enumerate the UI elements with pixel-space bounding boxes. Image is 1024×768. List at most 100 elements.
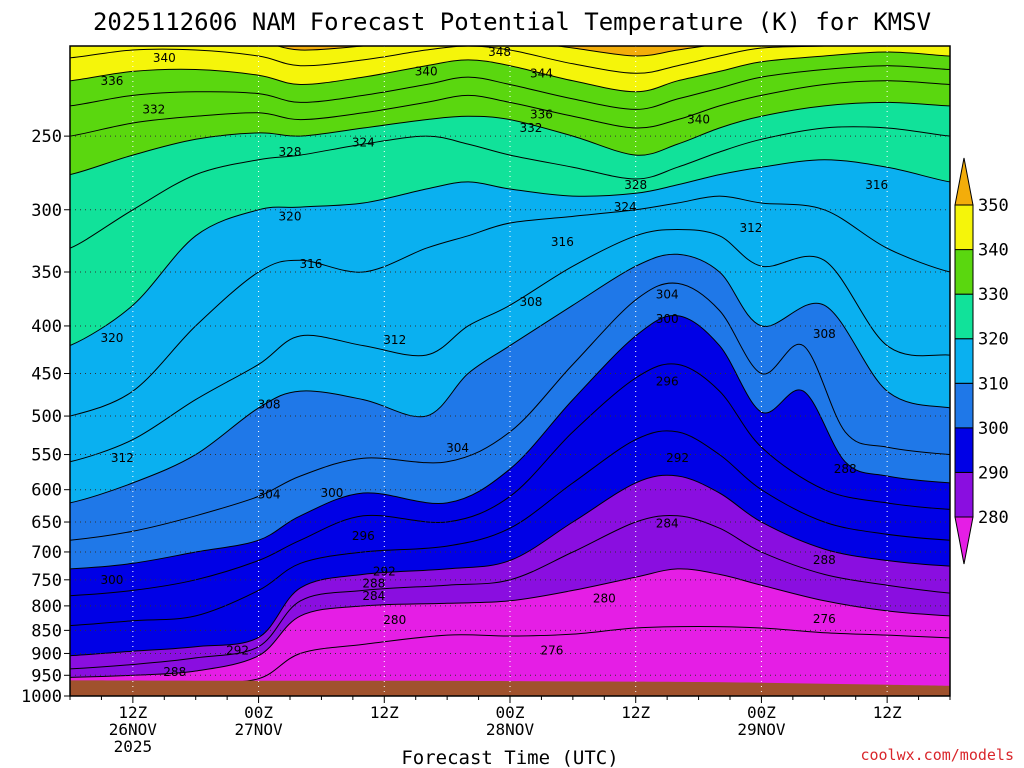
- contour-label: 296: [352, 529, 375, 543]
- contour-label: 304: [258, 487, 281, 501]
- contour-label: 308: [519, 295, 542, 309]
- isentrope-340: [70, 51, 950, 93]
- terrain-fill: [70, 680, 950, 696]
- x-tick-label: 12Z: [873, 703, 902, 722]
- colorbar-bin: [954, 471, 974, 518]
- isentrope-288: [70, 474, 950, 657]
- y-tick-label: 450: [31, 365, 62, 385]
- colorbar-label: 350: [978, 196, 1009, 216]
- contour-label: 320: [279, 209, 302, 223]
- contour-label: 324: [614, 200, 637, 214]
- contour-label: 344: [530, 66, 553, 80]
- isentrope-312: [70, 228, 950, 463]
- contour-label: 320: [100, 331, 123, 345]
- contour-label: 340: [153, 51, 176, 65]
- y-tick-label: 300: [31, 201, 62, 221]
- contour-label: 340: [687, 113, 710, 127]
- colorbar-label: 320: [978, 330, 1009, 350]
- x-axis: 12Z 26NOV 2025 00Z 27NOV 12Z 00Z 28NOV 12Z 00Z 29N…: [69, 696, 951, 756]
- contour-label: 292: [666, 451, 689, 465]
- isentrope-316: [70, 195, 950, 417]
- contour-label: 308: [813, 327, 836, 341]
- plot-area: 3403363323283243403483443363323403283243…: [70, 45, 950, 696]
- y-axis: 250 300 350 400 450 500 550 600 650 700 750 800 850 9…: [21, 127, 70, 707]
- contour-label: 312: [111, 451, 134, 465]
- x-tick-label: 12Z 26NOV 2025: [109, 703, 158, 756]
- isentrope-332: [70, 80, 950, 137]
- grid: [70, 46, 950, 696]
- source-credit: coolwx.com/models: [860, 746, 1014, 764]
- contour-label: 304: [656, 287, 679, 301]
- contour-label: 312: [739, 221, 762, 235]
- y-tick-label: 350: [31, 263, 62, 283]
- contour-label: 328: [624, 178, 647, 192]
- y-tick-label: 800: [31, 597, 62, 617]
- contour-label: 332: [142, 102, 165, 116]
- colorbar-label: 280: [978, 508, 1009, 528]
- isentrope-284: [70, 514, 950, 670]
- isentrope-336: [70, 65, 950, 110]
- isentrope-304: [70, 282, 950, 541]
- y-tick-label: 250: [31, 127, 62, 147]
- contour-label: 328: [279, 145, 302, 159]
- contour-label: 348: [488, 45, 511, 59]
- contour-label: 316: [551, 235, 574, 249]
- colorbar-label: 300: [978, 419, 1009, 439]
- colorbar-bin: [954, 427, 974, 473]
- contour-label: 280: [383, 613, 406, 627]
- contour-label: 296: [656, 375, 679, 389]
- x-axis-label: Forecast Time (UTC): [401, 747, 618, 768]
- isentrope-324: [70, 126, 950, 249]
- contour-label: 300: [656, 312, 679, 326]
- colorbar-legend: 280 290 300 310 320 330 340 350: [954, 157, 1009, 565]
- colorbar-bin: [954, 338, 974, 384]
- isentrope-280: [70, 568, 950, 678]
- contour-label: 340: [415, 64, 438, 78]
- y-tick-label: 1000: [21, 687, 62, 707]
- y-tick-label: 750: [31, 571, 62, 591]
- y-tick-label: 700: [31, 543, 62, 563]
- contour-label: 336: [530, 108, 553, 122]
- y-tick-label: 400: [31, 317, 62, 337]
- colorbar-label: 330: [978, 285, 1009, 305]
- x-tick-label: 00Z 27NOV: [234, 703, 283, 739]
- y-tick-label: 550: [31, 446, 62, 466]
- contour-label: 276: [813, 612, 836, 626]
- y-tick-label: 600: [31, 481, 62, 501]
- colorbar-bin: [954, 382, 974, 429]
- colorbar-label: 310: [978, 374, 1009, 394]
- y-tick-label: 900: [31, 644, 62, 664]
- isentrope-320: [70, 159, 950, 347]
- contour-label: 304: [446, 441, 469, 455]
- theta-fill-bands: [70, 46, 950, 696]
- contour-label: 292: [226, 644, 249, 658]
- colorbar-label: 340: [978, 241, 1009, 261]
- contour-labels: 3403363323283243403483443363323403283243…: [100, 45, 888, 679]
- contour-label: 284: [362, 589, 385, 603]
- colorbar-over-arrow: [954, 157, 974, 206]
- isentrope-300: [70, 315, 950, 570]
- contour-label: 316: [865, 178, 888, 192]
- contour-label: 324: [352, 136, 375, 150]
- colorbar-under-arrow: [954, 516, 974, 565]
- y-tick-label: 650: [31, 513, 62, 533]
- contour-label: 288: [163, 665, 186, 679]
- contour-label: 292: [373, 565, 396, 579]
- x-tick-label: 00Z 29NOV: [737, 703, 786, 739]
- colorbar-label: 290: [978, 463, 1009, 483]
- contour-label: 300: [320, 486, 343, 500]
- isentrope-328: [70, 101, 950, 176]
- y-tick-label: 950: [31, 666, 62, 686]
- colorbar-bin: [954, 249, 974, 295]
- contour-label: 280: [593, 592, 616, 606]
- contour-label: 288: [834, 462, 857, 476]
- x-tick-label: 12Z: [370, 703, 399, 722]
- y-tick-label: 850: [31, 621, 62, 641]
- chart-title: 2025112606 NAM Forecast Potential Temper…: [93, 8, 931, 36]
- contour-label: 276: [540, 643, 563, 657]
- contour-label: 316: [299, 257, 322, 271]
- x-tick-label: 12Z: [621, 703, 650, 722]
- x-tick-label: 00Z 28NOV: [486, 703, 535, 739]
- colorbar-bin: [954, 204, 974, 251]
